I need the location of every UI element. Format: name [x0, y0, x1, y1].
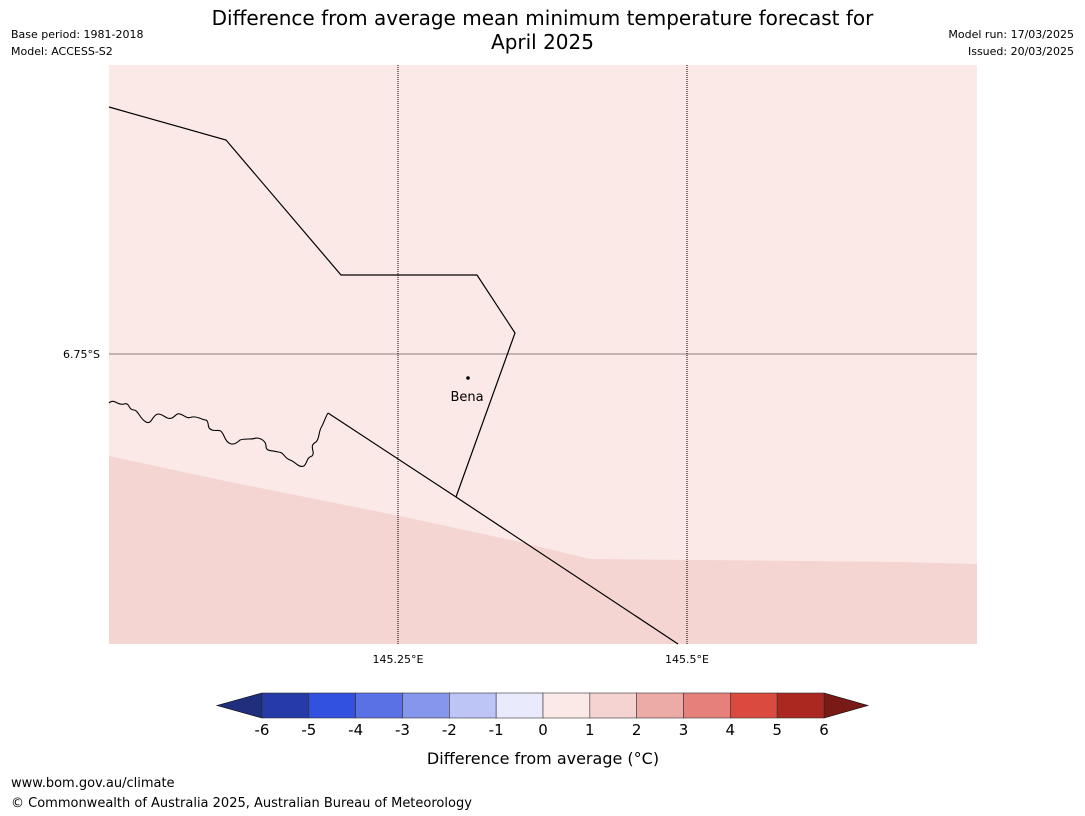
header-right: Model run: 17/03/2025 Issued: 20/03/2025: [948, 26, 1074, 60]
colorbar-tick-label: 2: [632, 721, 642, 739]
colorbar-bin: [683, 692, 731, 719]
header-left: Base period: 1981-2018 Model: ACCESS-S2: [11, 26, 143, 60]
issued-text: Issued: 20/03/2025: [967, 45, 1074, 58]
footer-url: www.bom.gov.au/climate: [11, 776, 175, 791]
colorbar-tick-label: -5: [301, 721, 316, 739]
colorbar-tick-label: 5: [772, 721, 782, 739]
colorbar-label: Difference from average (°C): [427, 749, 659, 768]
map-mid-zone: [109, 456, 977, 644]
colorbar-bin: [776, 692, 825, 719]
lat-label: 6.75°S: [63, 348, 100, 361]
colorbar-bin: [542, 692, 591, 719]
title-line-2: April 2025: [491, 30, 594, 54]
colorbar-bin: [261, 692, 310, 719]
colorbar: -6 -5 -4 -3 -2 -1 0 1 2 3 4 5 6: [215, 692, 870, 739]
colorbar-tick-label: 0: [538, 721, 548, 739]
colorbar-tick-label: -1: [489, 721, 504, 739]
model-text: Model: ACCESS-S2: [11, 45, 113, 58]
colorbar-tick-label: -3: [395, 721, 410, 739]
colorbar-bin: [449, 692, 497, 719]
lon-label-2: 145.5°E: [665, 653, 709, 666]
colorbar-tick-label: -2: [442, 721, 457, 739]
place-marker-dot: [466, 376, 470, 380]
model-run-text: Model run: 17/03/2025: [948, 28, 1074, 41]
coastline-river: [108, 400, 329, 467]
province-border-south: [327, 412, 679, 645]
colorbar-tick-label: -6: [255, 721, 270, 739]
footer-copyright: © Commonwealth of Australia 2025, Austra…: [11, 796, 472, 811]
colorbar-tick-label: 3: [679, 721, 689, 739]
colorbar-bin: [730, 692, 778, 719]
colorbar-extend-low: [215, 692, 263, 719]
colorbar-tick-label: -4: [348, 721, 363, 739]
colorbar-extend-high: [823, 692, 870, 719]
lon-label-1: 145.25°E: [373, 653, 424, 666]
colorbar-bin: [495, 692, 544, 719]
colorbar-bin: [402, 692, 450, 719]
page-title: Difference from average mean minimum tem…: [0, 6, 1085, 54]
colorbar-bin: [636, 692, 684, 719]
colorbar-tick-label: 1: [585, 721, 595, 739]
colorbar-bin: [355, 692, 403, 719]
colorbar-bin: [589, 692, 637, 719]
province-border-north: [108, 106, 516, 498]
colorbar-tick-label: 4: [726, 721, 736, 739]
colorbar-bin: [308, 692, 356, 719]
place-label-bena: Bena: [450, 390, 483, 405]
base-period-text: Base period: 1981-2018: [11, 28, 144, 41]
title-line-1: Difference from average mean minimum tem…: [211, 6, 874, 30]
colorbar-tick-label: 6: [819, 721, 829, 739]
